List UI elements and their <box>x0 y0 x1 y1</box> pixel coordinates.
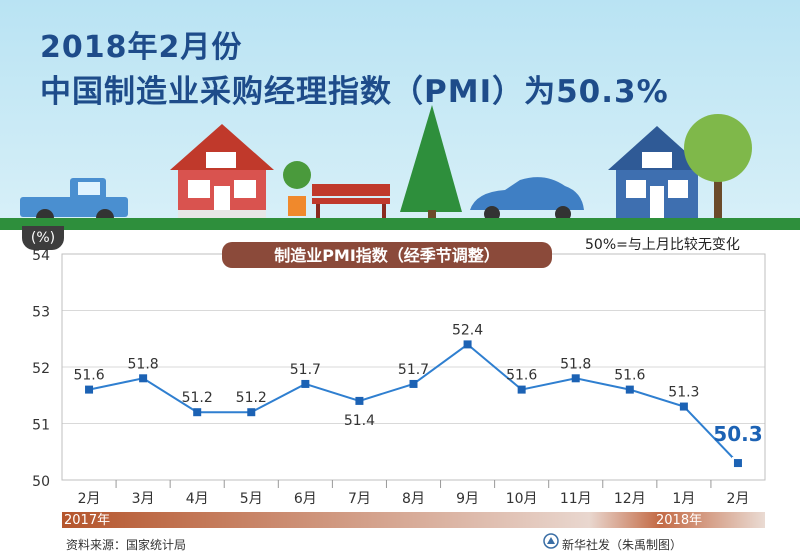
pmi-line-chart: 制造业PMI指数（经季节调整） 50 51 52 53 54 2月 3月 4月 5月 6月 7月 8… <box>32 242 766 528</box>
x-tick-label: 7月 <box>348 491 371 507</box>
y-axis-unit-label: (%) <box>22 226 64 250</box>
page-title-line2: 中国制造业采购经理指数（PMI）为50.3% <box>40 74 669 110</box>
page-title-line1: 2018年2月份 <box>40 30 243 65</box>
data-point <box>193 408 202 417</box>
chart-title-background <box>222 242 552 268</box>
chart-title: 制造业PMI指数（经季节调整） <box>274 246 500 265</box>
data-label: 51.3 <box>668 385 699 401</box>
data-point <box>463 340 472 349</box>
data-label: 51.2 <box>182 390 213 406</box>
bush-illustration <box>283 161 311 216</box>
chart-background <box>0 228 800 555</box>
data-point <box>85 385 94 394</box>
x-tick-label: 5月 <box>240 491 263 507</box>
data-point <box>247 408 256 417</box>
data-labels: 51.6 51.8 51.2 51.2 51.7 51.4 51.7 52.4 51.6 51.8… <box>73 322 762 446</box>
data-point <box>355 396 364 405</box>
x-tick-label: 4月 <box>186 491 209 507</box>
year-label-2017: 2017年 <box>64 513 110 528</box>
x-tick-label: 9月 <box>456 491 479 507</box>
x-tick-label: 1月 <box>672 491 695 507</box>
data-label: 51.8 <box>560 356 591 372</box>
x-tick-label: 12月 <box>614 491 646 507</box>
y-tick-label: 52 <box>32 361 50 377</box>
round-tree-illustration <box>684 114 752 220</box>
data-point-highlight <box>731 457 744 470</box>
image-credit: 新华社发（朱禹制图） <box>562 538 683 552</box>
chart-grid <box>62 310 765 424</box>
data-point <box>517 385 526 394</box>
data-point <box>571 374 580 383</box>
y-tick-label: 51 <box>32 418 50 434</box>
y-tick-labels: 50 51 52 53 54 <box>32 248 50 490</box>
x-tick-labels: 2月 3月 4月 5月 6月 7月 8月 9月 10月 11月 12月 1月 2月 <box>78 480 750 507</box>
y-tick-label: 54 <box>32 248 50 264</box>
red-house-illustration <box>170 124 274 220</box>
data-label: 51.6 <box>73 368 104 384</box>
x-tick-label: 2月 <box>727 491 750 507</box>
data-label: 51.2 <box>236 390 267 406</box>
x-tick-label: 11月 <box>560 491 592 507</box>
road-strip <box>0 218 800 230</box>
y-tick-label: 50 <box>32 474 50 490</box>
pine-tree-illustration <box>400 105 462 220</box>
series-markers <box>85 340 744 470</box>
data-point <box>409 379 418 388</box>
data-label: 51.7 <box>290 362 321 378</box>
xinhua-logo-icon <box>543 533 559 549</box>
data-point <box>301 379 310 388</box>
street-illustration <box>20 105 752 225</box>
year-band-bar <box>62 512 765 528</box>
data-label: 51.8 <box>128 356 159 372</box>
data-point <box>625 385 634 394</box>
x-tick-label: 3月 <box>132 491 155 507</box>
x-tick-label: 2月 <box>78 491 101 507</box>
x-tick-label: 6月 <box>294 491 317 507</box>
year-band: 2017年 2018年 <box>62 512 765 528</box>
blue-house-illustration <box>608 126 706 220</box>
year-label-2018: 2018年 <box>656 513 702 528</box>
data-source: 资料来源：国家统计局 <box>66 538 187 552</box>
data-label: 52.4 <box>452 322 483 338</box>
car-illustration <box>470 177 584 222</box>
data-label: 51.6 <box>506 368 537 384</box>
data-label: 51.6 <box>614 368 645 384</box>
chart-title-banner: 制造业PMI指数（经季节调整） <box>222 242 552 268</box>
data-point <box>139 374 148 383</box>
y-tick-label: 53 <box>32 305 50 321</box>
x-tick-label: 10月 <box>506 491 538 507</box>
data-label: 51.4 <box>344 413 375 429</box>
data-point <box>679 402 688 411</box>
x-tick-label: 8月 <box>402 491 425 507</box>
pickup-truck-illustration <box>20 178 128 225</box>
chart-note: 50%=与上月比较无变化 <box>585 237 740 253</box>
data-label: 51.7 <box>398 362 429 378</box>
data-label-latest: 50.3 <box>713 422 762 446</box>
bench-illustration <box>312 184 390 218</box>
